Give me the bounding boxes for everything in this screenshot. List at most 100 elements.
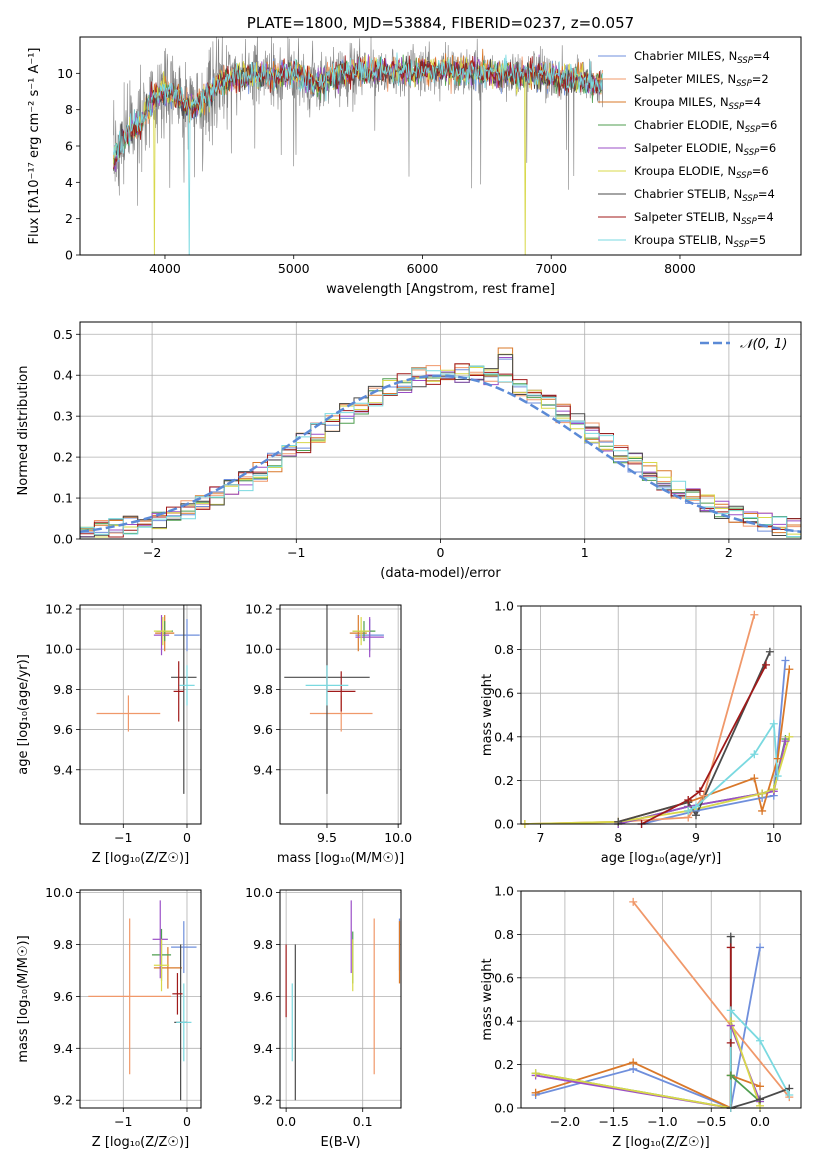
z-age-plot-area — [96, 605, 200, 794]
z-weight-xtick-label: −1.0 — [647, 1114, 677, 1129]
z-mass-xlabel: Z [log₁₀(Z/Z☉)] — [92, 1135, 189, 1150]
weight-series-line — [535, 1025, 761, 1108]
age-weight-xtick-label: 9 — [692, 830, 700, 845]
legend-sub: SSP — [742, 194, 758, 204]
residuals-xtick-label: 2 — [725, 545, 733, 560]
residuals-ytick-label: 0.0 — [53, 532, 73, 547]
ebv-mass-ytick-label: 9.8 — [253, 937, 273, 952]
residuals-ytick-label: 0.3 — [53, 409, 73, 424]
ebv-mass-panel: 0.0 0.1 9.2 9.4 9.6 9.8 10.0 E(B-V) — [245, 885, 402, 1150]
spectrum-title: PLATE=1800, MJD=53884, FIBERID=0237, z=0… — [247, 14, 634, 32]
z-mass-panel: −1 0 9.2 9.4 9.6 9.8 10.0 Z [log₁₀(Z/Z☉)] mass [… — [16, 885, 202, 1150]
z-weight-xlabel: Z [log₁₀(Z/Z☉)] — [612, 1135, 709, 1150]
ebv-mass-xlabel: E(B-V) — [320, 1135, 360, 1150]
residuals-xlabel: (data-model)/error — [380, 566, 501, 581]
z-mass-frame — [79, 889, 202, 1109]
spectrum-frame — [79, 36, 802, 256]
weight-point-marker — [684, 796, 693, 805]
weight-point-marker — [692, 811, 700, 820]
spectrum-xtick-label: 8000 — [664, 261, 696, 276]
z-age-panel: −1 0 9.4 9.6 9.8 10.0 10.2 Z [log₁₀(Z/Z☉)] age [… — [16, 602, 202, 866]
gaussian-reference-line — [80, 374, 801, 534]
spectrum-ytick-label: 6 — [65, 139, 73, 154]
z-weight-frame — [520, 890, 802, 1109]
z-mass-plot-area — [88, 900, 197, 1101]
legend-suffix: =2 — [752, 72, 769, 86]
age-weight-ytick-label: 0.8 — [494, 642, 514, 657]
weight-point-marker — [750, 774, 759, 783]
weight-series-line — [535, 1061, 761, 1108]
z-age-ytick-label: 9.4 — [53, 762, 73, 777]
z-weight-xtick-label: −0.5 — [696, 1114, 726, 1129]
z-mass-ylabel: mass [log₁₀(M/M☉)] — [16, 935, 31, 1062]
weight-series-line — [641, 664, 767, 824]
gaussian-legend-label: 𝒩(0, 1) — [740, 337, 787, 352]
spectrum-xtick-label: 4000 — [149, 261, 181, 276]
weight-point-marker — [726, 943, 735, 952]
legend-name: Kroupa STELIB, N — [634, 233, 734, 247]
weight-series-line — [535, 947, 761, 1108]
weight-point-marker — [769, 719, 778, 728]
z-age-ytick-label: 10.0 — [45, 642, 73, 657]
age-weight-xtick-label: 8 — [614, 830, 622, 845]
legend-sub: SSP — [741, 217, 757, 227]
weight-point-marker — [695, 787, 704, 796]
age-weight-frame — [520, 605, 802, 825]
z-weight-ytick-label: 0.6 — [494, 970, 514, 985]
weight-point-marker — [756, 1036, 765, 1045]
age-weight-xtick-label: 10 — [766, 830, 782, 845]
z-age-xtick-label: 0 — [183, 830, 191, 845]
spectrum-xlabel: wavelength [Angstrom, rest frame] — [326, 282, 555, 297]
weight-point-marker — [781, 656, 790, 665]
spectrum-ytick-label: 10 — [57, 66, 73, 81]
legend-sub: SSP — [737, 56, 753, 66]
ebv-mass-xtick-label: 0.1 — [353, 1114, 373, 1129]
mass-age-xtick-label: 9.5 — [317, 830, 337, 845]
weight-point-marker — [750, 750, 759, 759]
z-mass-xtick-label: 0 — [183, 1114, 191, 1129]
histogram-series — [80, 365, 801, 539]
residuals-ylabel: Normed distribution — [16, 366, 31, 496]
z-age-ylabel: age [log₁₀(age/yr)] — [16, 654, 31, 775]
residuals-plot-area — [80, 347, 801, 539]
legend-name: Kroupa ELODIE, N — [634, 164, 736, 178]
spectrum-ytick-label: 8 — [65, 102, 73, 117]
legend-name: Kroupa MILES, N — [634, 95, 729, 109]
age-weight-panel: 7 8 9 10 0.0 0.2 0.4 0.6 0.8 1.0 age [log₁₀(age/yr… — [480, 599, 802, 866]
weight-series-line — [524, 614, 756, 824]
mass-age-ytick-label: 9.4 — [253, 762, 273, 777]
legend-sub: SSP — [736, 79, 752, 89]
spectrum-panel: 4000 5000 6000 7000 8000 0 2 4 6 8 10 wavelength [A… — [27, 14, 802, 297]
legend-entry: Kroupa MILES, NSSP=4 — [634, 95, 761, 112]
spectrum-model-line — [113, 52, 603, 255]
z-age-frame — [79, 604, 202, 825]
weight-point-marker — [726, 1006, 735, 1015]
weight-point-marker — [781, 737, 790, 746]
weight-point-marker — [699, 791, 708, 800]
legend-suffix: =5 — [749, 233, 766, 247]
weight-point-marker — [769, 785, 778, 794]
legend-entry: Chabrier STELIB, NSSP=4 — [634, 187, 775, 204]
legend-suffix: =4 — [753, 49, 770, 63]
residuals-ytick-label: 0.5 — [53, 327, 73, 342]
legend-name: Salpeter ELODIE, N — [634, 141, 744, 155]
z-weight-ylabel: mass weight — [480, 958, 495, 1040]
z-weight-panel: −2.0 −1.5 −1.0 −0.5 0.0 0.0 0.2 0.4 0.6 0.8 1.0 Z [… — [480, 884, 802, 1150]
mass-age-ytick-label: 10.0 — [245, 642, 273, 657]
legend-sub: SSP — [736, 171, 752, 181]
mass-age-panel: 9.5 10.0 9.4 9.6 9.8 10.0 10.2 mass [log₁₀(M/M☉… — [245, 602, 412, 866]
weight-point-marker — [726, 1071, 735, 1080]
residuals-xtick-label: −2 — [143, 545, 161, 560]
ebv-mass-ytick-label: 9.6 — [253, 989, 273, 1004]
legend-entry: Kroupa ELODIE, NSSP=6 — [634, 164, 769, 181]
weight-point-marker — [785, 665, 794, 674]
legend-sub: SSP — [729, 102, 745, 112]
z-age-ytick-label: 10.2 — [45, 602, 73, 617]
spectrum-model-line — [113, 55, 603, 170]
z-age-xlabel: Z [log₁₀(Z/Z☉)] — [92, 851, 189, 866]
z-weight-xtick-label: −2.0 — [550, 1114, 580, 1129]
legend-suffix: =6 — [759, 141, 776, 155]
ebv-mass-xtick-label: 0.0 — [276, 1114, 296, 1129]
